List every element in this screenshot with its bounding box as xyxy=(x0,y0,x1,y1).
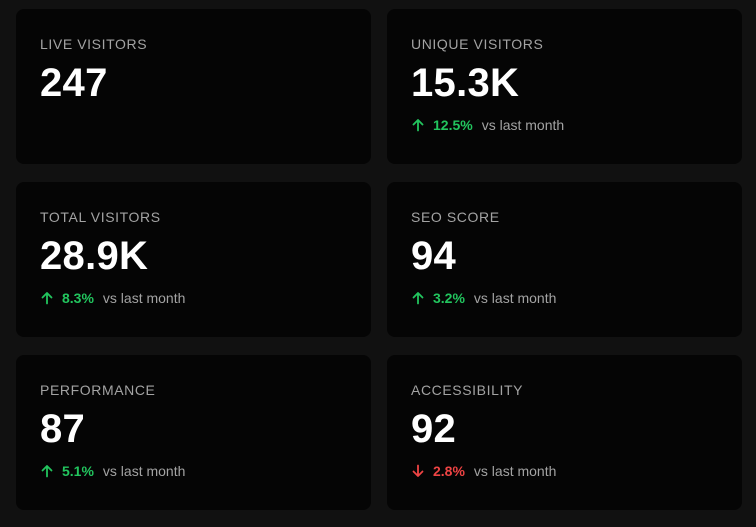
change-suffix: vs last month xyxy=(481,117,565,133)
card-value: 247 xyxy=(40,61,108,105)
arrow-down-icon xyxy=(411,464,425,478)
card-label: LIVE VISITORS xyxy=(40,36,148,52)
card-label: TOTAL VISITORS xyxy=(40,209,161,225)
change-percent: 2.8% xyxy=(433,463,465,479)
card-label: SEO SCORE xyxy=(411,209,500,225)
change-percent: 3.2% xyxy=(433,290,465,306)
arrow-up-icon xyxy=(411,118,425,132)
change-suffix: vs last month xyxy=(102,290,186,306)
unique-visitors-card: UNIQUE VISITORS 15.3K 12.5% vs last mont… xyxy=(387,9,742,164)
card-label: UNIQUE VISITORS xyxy=(411,36,544,52)
change-percent: 8.3% xyxy=(62,290,94,306)
card-value: 94 xyxy=(411,234,457,278)
total-visitors-card: TOTAL VISITORS 28.9K 8.3% vs last month xyxy=(16,182,371,337)
accessibility-card: ACCESSIBILITY 92 2.8% vs last month xyxy=(387,355,742,510)
change-indicator: 3.2% vs last month xyxy=(411,289,718,307)
card-value: 87 xyxy=(40,407,86,451)
card-value: 28.9K xyxy=(40,234,149,278)
arrow-up-icon xyxy=(411,291,425,305)
live-visitors-card: LIVE VISITORS 247 xyxy=(16,9,371,164)
change-indicator: 5.1% vs last month xyxy=(40,462,347,480)
performance-card: PERFORMANCE 87 5.1% vs last month xyxy=(16,355,371,510)
change-indicator: 8.3% vs last month xyxy=(40,289,347,307)
seo-score-card: SEO SCORE 94 3.2% vs last month xyxy=(387,182,742,337)
card-value: 15.3K xyxy=(411,61,520,105)
change-suffix: vs last month xyxy=(102,463,186,479)
change-indicator: 2.8% vs last month xyxy=(411,462,718,480)
change-indicator: 12.5% vs last month xyxy=(411,116,718,134)
arrow-up-icon xyxy=(40,464,54,478)
change-percent: 5.1% xyxy=(62,463,94,479)
change-suffix: vs last month xyxy=(473,463,557,479)
arrow-up-icon xyxy=(40,291,54,305)
change-suffix: vs last month xyxy=(473,290,557,306)
card-label: ACCESSIBILITY xyxy=(411,382,524,398)
card-value: 92 xyxy=(411,407,457,451)
card-label: PERFORMANCE xyxy=(40,382,156,398)
change-percent: 12.5% xyxy=(433,117,473,133)
